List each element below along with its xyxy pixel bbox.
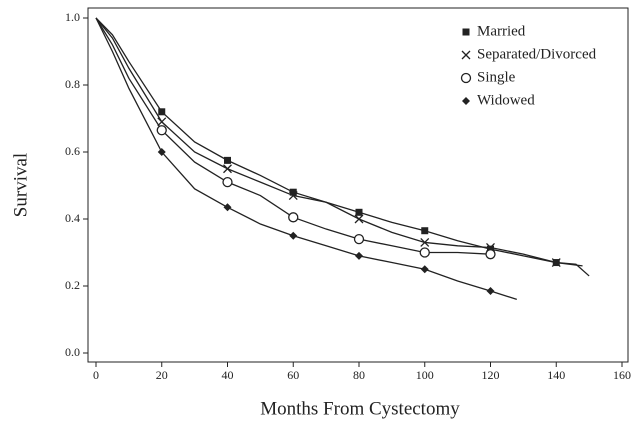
x-tick-label: 20	[156, 368, 168, 382]
marker	[288, 212, 299, 223]
marker	[486, 287, 495, 296]
x-tick-label: 100	[416, 368, 434, 382]
legend-label: Widowed	[477, 92, 535, 108]
marker	[355, 251, 363, 260]
marker	[419, 247, 430, 258]
marker	[222, 176, 233, 188]
survival-line	[95, 17, 517, 301]
marker	[420, 237, 430, 247]
survival-line	[95, 17, 583, 267]
y-tick-label: 0.8	[65, 77, 80, 91]
x-tick-label: 40	[222, 368, 234, 382]
plot-frame	[87, 7, 629, 363]
marker	[289, 231, 298, 240]
y-tick-label: 1.0	[65, 10, 80, 24]
marker	[353, 233, 365, 245]
survival-line	[95, 17, 590, 277]
marker	[288, 191, 298, 201]
marker	[354, 214, 364, 224]
x-tick-label: 0	[93, 368, 99, 382]
x-tick-label: 160	[613, 368, 631, 382]
marker	[158, 108, 166, 116]
marker	[223, 203, 232, 212]
marker	[462, 28, 470, 36]
marker	[157, 148, 166, 156]
marker	[224, 156, 231, 164]
marker	[289, 188, 297, 196]
x-tick-label: 60	[287, 368, 299, 382]
marker	[355, 208, 363, 216]
marker	[223, 164, 232, 174]
marker	[420, 265, 429, 274]
x-tick-label: 140	[547, 368, 565, 382]
marker	[462, 97, 470, 105]
legend-label: Separated/Divorced	[477, 46, 597, 62]
marker	[551, 258, 561, 268]
y-tick-label: 0.6	[65, 144, 80, 158]
x-tick-label: 80	[353, 368, 365, 382]
y-axis-title: Survival	[10, 153, 31, 217]
marker	[485, 249, 496, 260]
marker	[460, 72, 472, 84]
legend-label: Married	[477, 23, 526, 39]
x-axis-title: Months From Cystectomy	[260, 398, 460, 419]
marker	[156, 125, 167, 136]
y-tick-label: 0.2	[65, 278, 80, 292]
marker	[461, 50, 471, 60]
y-tick-label: 0.0	[65, 345, 80, 359]
marker	[157, 117, 167, 127]
x-tick-label: 120	[482, 368, 500, 382]
legend-label: Single	[477, 69, 516, 85]
marker	[421, 227, 429, 235]
survival-line	[95, 17, 491, 255]
y-tick-label: 0.4	[65, 211, 80, 225]
